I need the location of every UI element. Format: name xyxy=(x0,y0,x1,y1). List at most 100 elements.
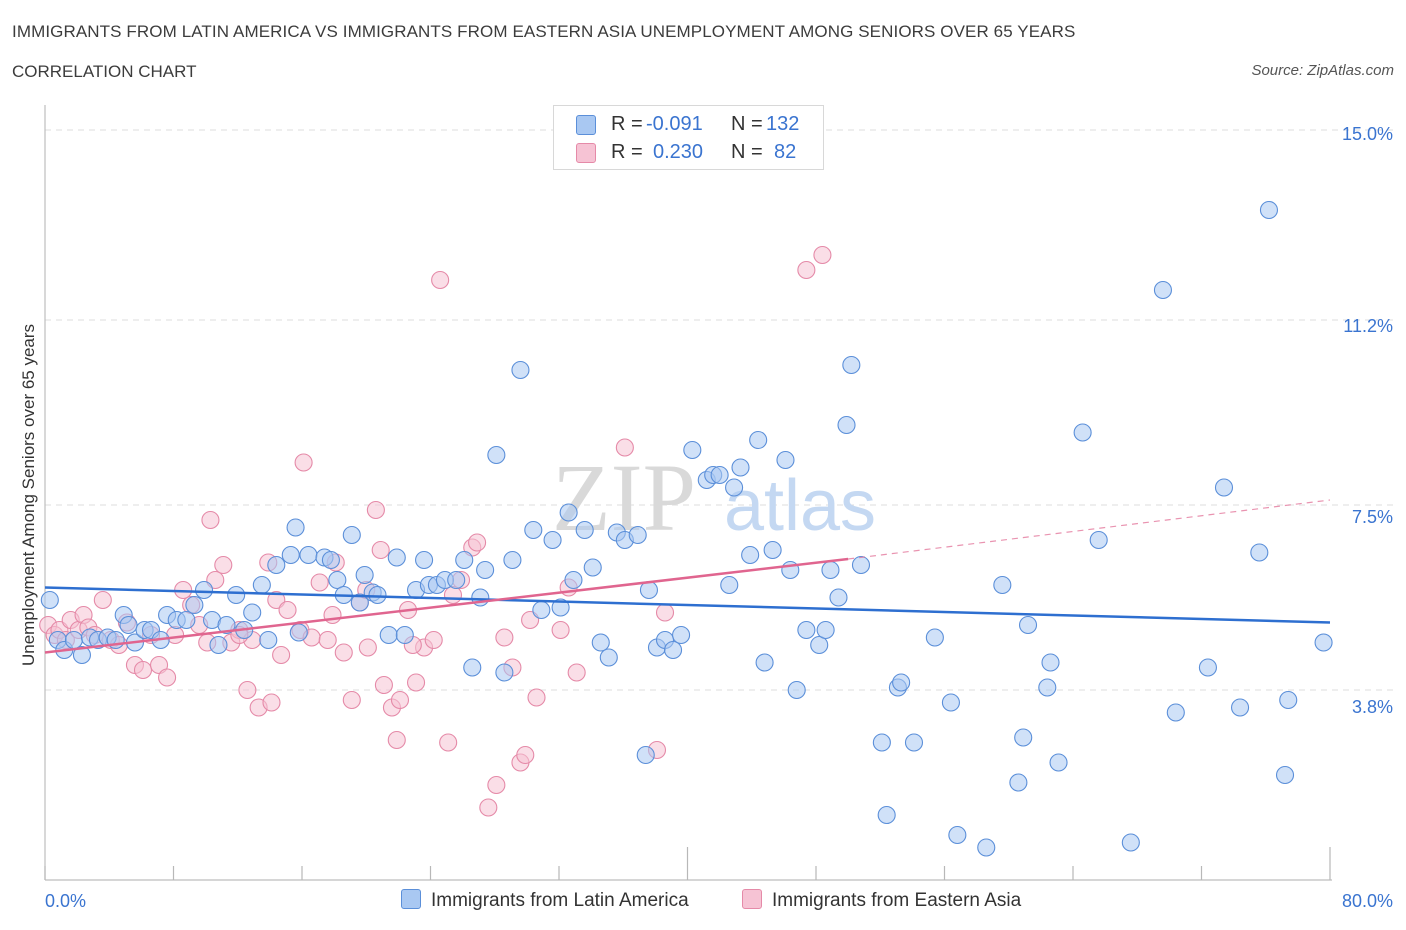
data-point-latin-america xyxy=(267,555,286,575)
data-point-latin-america xyxy=(1038,678,1057,697)
data-point-eastern-asia xyxy=(214,555,233,575)
data-point-latin-america xyxy=(379,625,398,645)
data-point-latin-america xyxy=(755,653,774,672)
data-point-latin-america xyxy=(925,628,944,647)
data-point-eastern-asia xyxy=(366,500,385,520)
latin-n-value: 132 xyxy=(766,113,800,135)
data-point-eastern-asia xyxy=(431,270,450,290)
data-point-latin-america xyxy=(821,560,840,580)
data-point-eastern-asia xyxy=(813,245,832,265)
data-point-latin-america xyxy=(355,565,374,585)
data-point-eastern-asia xyxy=(551,620,570,640)
data-point-latin-america xyxy=(1279,690,1298,710)
data-point-eastern-asia xyxy=(567,663,586,682)
stats-legend: R = -0.091 N = 132 R = 0.230 N = 82 xyxy=(553,105,824,170)
data-point-eastern-asia xyxy=(93,590,112,610)
data-point-latin-america xyxy=(209,635,228,655)
data-point-latin-america xyxy=(321,550,340,570)
data-point-latin-america xyxy=(503,550,522,570)
data-point-latin-america xyxy=(1314,633,1333,652)
latin-legend-swatch xyxy=(401,889,421,909)
data-point-eastern-asia xyxy=(487,775,506,795)
data-point-latin-america xyxy=(837,415,856,435)
data-point-eastern-asia xyxy=(158,668,177,687)
data-point-latin-america xyxy=(243,603,262,622)
data-point-latin-america xyxy=(575,520,594,540)
data-point-eastern-asia xyxy=(133,660,153,680)
data-point-latin-america xyxy=(119,615,138,635)
data-point-latin-america xyxy=(177,610,196,630)
asia-legend-swatch xyxy=(742,889,762,909)
data-point-eastern-asia xyxy=(390,690,410,710)
y-tick-label: 7.5% xyxy=(1351,507,1393,527)
data-point-latin-america xyxy=(1166,703,1185,722)
data-point-latin-america xyxy=(1018,615,1038,635)
data-point-latin-america xyxy=(289,623,308,642)
data-point-latin-america xyxy=(1041,653,1060,672)
data-point-latin-america xyxy=(851,555,871,575)
data-point-latin-america xyxy=(816,620,835,640)
data-point-latin-america xyxy=(1014,728,1033,747)
data-point-latin-america xyxy=(1198,658,1217,677)
trend-lines xyxy=(44,499,1331,654)
data-point-latin-america xyxy=(259,630,278,650)
data-point-latin-america xyxy=(731,458,750,477)
data-point-latin-america xyxy=(948,825,967,845)
data-point-latin-america xyxy=(1231,698,1250,717)
data-point-latin-america xyxy=(1250,543,1269,562)
y-tick-label: 3.8% xyxy=(1351,697,1393,717)
x-tick-label-max: 80.0% xyxy=(1341,891,1393,911)
data-point-latin-america xyxy=(227,585,246,605)
y-tick-label: 15.0% xyxy=(1341,124,1393,144)
data-point-eastern-asia xyxy=(615,438,634,457)
data-point-eastern-asia xyxy=(424,630,443,650)
watermark-atlas: atlas xyxy=(724,466,876,546)
data-point-latin-america xyxy=(977,838,996,857)
data-point-latin-america xyxy=(72,645,91,665)
data-point-eastern-asia xyxy=(468,533,487,552)
data-point-latin-america xyxy=(487,445,506,465)
data-point-latin-america xyxy=(763,540,782,560)
data-point-latin-america xyxy=(683,440,702,460)
data-point-latin-america xyxy=(543,530,562,550)
data-point-eastern-asia xyxy=(406,673,426,692)
data-point-latin-america xyxy=(1089,530,1108,550)
data-point-latin-america xyxy=(395,625,414,645)
axes xyxy=(44,105,1332,881)
legend-item-latin: Immigrants from Latin America xyxy=(401,889,689,915)
data-point-latin-america xyxy=(455,550,474,570)
data-point-latin-america xyxy=(1049,753,1068,772)
data-point-latin-america xyxy=(583,558,602,577)
data-point-latin-america xyxy=(1153,280,1172,300)
data-point-eastern-asia xyxy=(238,680,257,700)
data-point-eastern-asia xyxy=(495,628,514,647)
n-label: N = xyxy=(731,113,763,135)
data-point-latin-america xyxy=(564,570,583,590)
data-point-latin-america xyxy=(1259,200,1279,220)
data-point-latin-america xyxy=(350,593,369,612)
data-point-latin-america xyxy=(829,588,848,607)
data-point-latin-america xyxy=(710,465,729,485)
y-axis-label: Unemployment Among Seniors over 65 years xyxy=(19,323,38,667)
data-point-latin-america xyxy=(749,430,768,450)
data-point-eastern-asia xyxy=(521,610,540,630)
data-point-latin-america xyxy=(720,575,739,595)
data-point-latin-america xyxy=(636,745,655,765)
data-point-latin-america xyxy=(476,560,495,580)
data-point-latin-america xyxy=(299,545,318,565)
data-point-latin-america xyxy=(628,525,647,545)
data-point-latin-america xyxy=(941,693,960,712)
legend-item-asia: Immigrants from Eastern Asia xyxy=(742,889,1021,915)
data-point-latin-america xyxy=(787,680,806,700)
data-point-latin-america xyxy=(1009,773,1028,792)
watermark: ZIP atlas xyxy=(552,444,876,551)
data-point-latin-america xyxy=(387,548,406,567)
data-point-latin-america xyxy=(415,550,434,570)
data-point-eastern-asia xyxy=(374,675,393,695)
data-point-eastern-asia xyxy=(516,745,535,765)
data-point-latin-america xyxy=(252,575,271,595)
data-point-latin-america xyxy=(993,575,1012,595)
n-label: N = xyxy=(731,141,763,163)
data-point-eastern-asia xyxy=(267,590,286,610)
